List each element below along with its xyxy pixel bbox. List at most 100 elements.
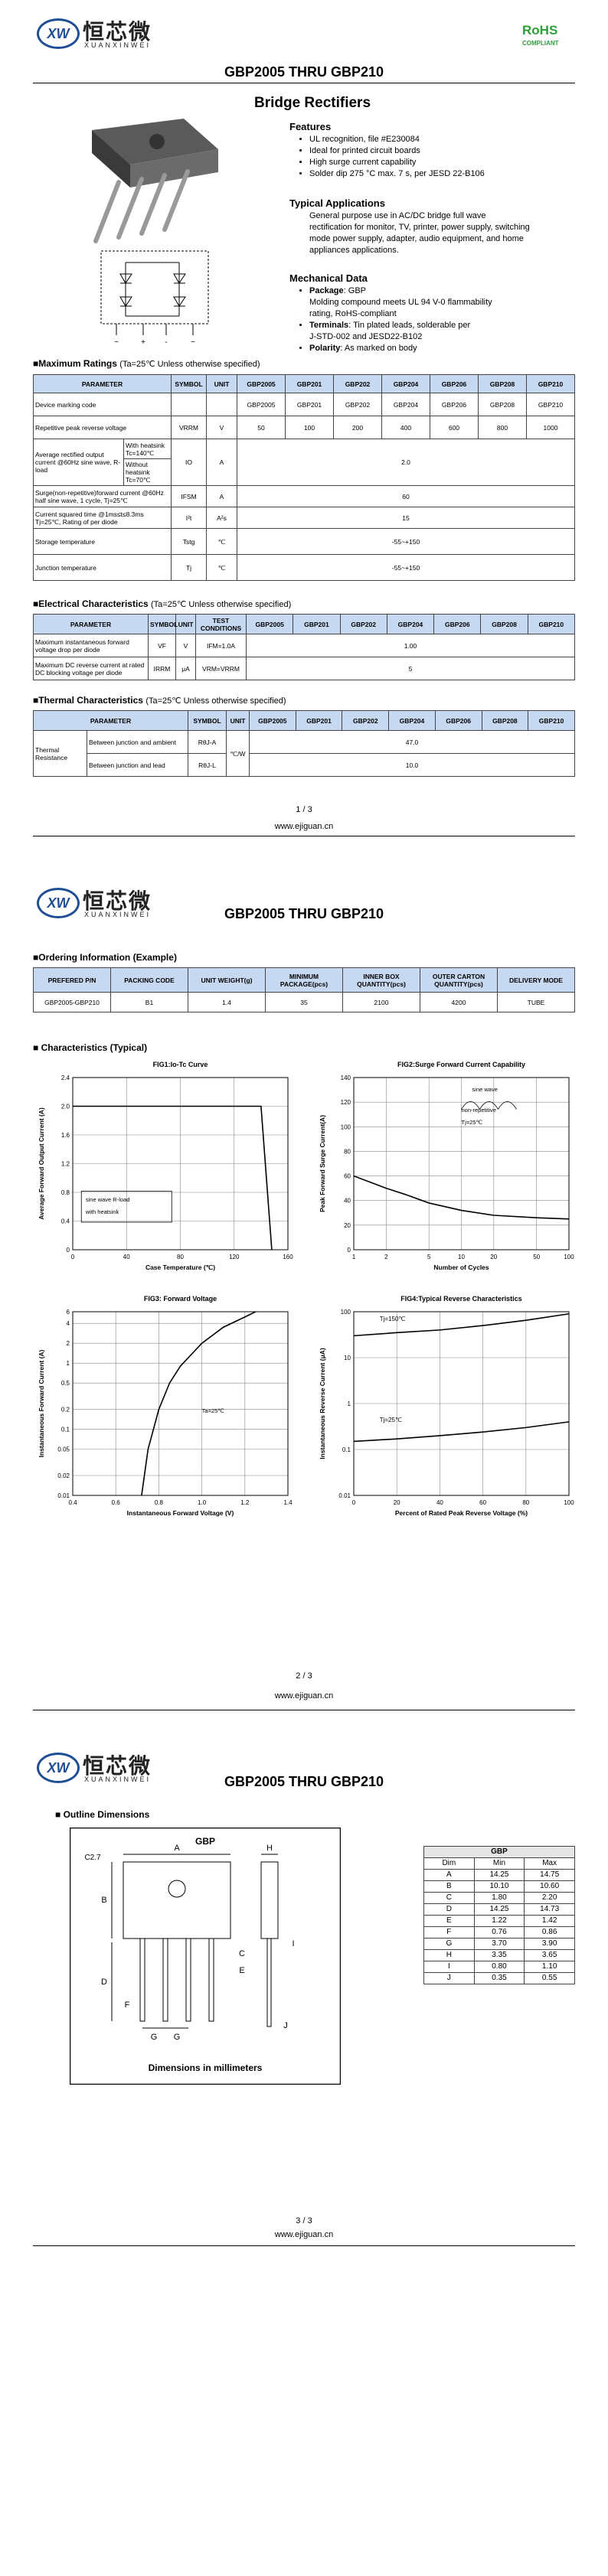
heading-cond: (Ta=25℃ Unless otherwise specified) <box>151 600 292 609</box>
table-cell: V <box>206 416 237 439</box>
table-header: GBP202 <box>342 710 390 731</box>
section-heading: ■Ordering Information (Example) <box>33 952 177 963</box>
section-title: Mechanical Data <box>289 272 368 284</box>
product-image <box>92 119 218 243</box>
dim-row: I 0.80 1.10 <box>423 1961 575 1973</box>
dim-label: G <box>151 2033 158 2042</box>
table-cell: IFM=1.0A <box>195 634 247 657</box>
mech-line: J-STD-002 and JESD22-B102 <box>289 331 580 343</box>
table-cell: GBP202 <box>333 393 382 416</box>
table-row: Dim Min Max <box>423 1857 575 1870</box>
table-header: GBP <box>423 1846 575 1858</box>
table-cell: Maximum DC reverse current at rated DC b… <box>33 657 149 680</box>
x-tick-label: 60 <box>479 1499 486 1506</box>
chart-title: FIG2:Surge Forward Current Capability <box>397 1061 525 1068</box>
table-cell: μA <box>175 657 196 680</box>
table-row: Maximum instantaneous forward voltage dr… <box>33 634 575 657</box>
table-cell: ℃ <box>206 528 237 555</box>
table-header: GBP208 <box>480 614 528 634</box>
doc-title: GBP2005 THRU GBP210 <box>224 64 384 80</box>
table-header: UNIT <box>175 614 196 634</box>
mech-text: rating, RoHS-compliant <box>309 309 397 318</box>
mech-text: : GBP <box>343 286 366 295</box>
dim-label: G <box>174 2033 181 2042</box>
feature-item: High surge current capability <box>309 157 580 168</box>
y-tick-label: 1.6 <box>61 1132 70 1139</box>
y-tick-label: 1.2 <box>61 1161 70 1168</box>
table-header: GBP206 <box>430 374 479 393</box>
feature-item: Ideal for printed circuit boards <box>309 145 580 157</box>
y-tick-label: 6 <box>67 1309 70 1316</box>
table-cell: ℃/W <box>226 730 250 777</box>
table-cell: I²t <box>171 507 207 529</box>
heading-text: ■Maximum Ratings <box>33 358 117 369</box>
dim-cell: 0.80 <box>473 1961 525 1973</box>
table-cell: 2100 <box>342 992 420 1012</box>
heading-cond: (Ta=25℃ Unless otherwise specified) <box>119 360 260 369</box>
circuit-label: ~ <box>191 338 195 347</box>
circuit-label: + <box>141 338 145 347</box>
mech-text: J-STD-002 and JESD22-B102 <box>309 332 423 341</box>
dim-cell: 0.76 <box>473 1926 525 1939</box>
section-title: Features <box>289 121 332 132</box>
dim-cell: A <box>423 1869 475 1881</box>
table-cell: VRRM <box>171 416 207 439</box>
table-row: GBP2005-GBP210 B1 1.4 35 2100 4200 TUBE <box>33 992 575 1012</box>
section-heading: ■Maximum Ratings (Ta=25℃ Unless otherwis… <box>33 358 260 369</box>
table-cell: A <box>206 439 237 486</box>
table-header: PARAMETER <box>33 614 149 634</box>
chart: FIG3: Forward Voltage 0.01 0.02 0.05 0.1 0.2 0… <box>38 1295 293 1517</box>
y-tick-label: 0.4 <box>61 1218 70 1225</box>
features: Features UL recognition, file #E230084Id… <box>289 121 580 180</box>
mech-text: : Tin plated leads, solderable per <box>348 321 471 330</box>
applications: Typical Applications General purpose use… <box>289 197 580 256</box>
data-line <box>353 1175 570 1220</box>
x-tick-label: 40 <box>436 1499 443 1506</box>
y-tick-label: 0.2 <box>61 1407 70 1414</box>
dim-cell: 1.22 <box>473 1915 525 1927</box>
table-row: Repetitive peak reverse voltage VRRM V 50 10… <box>33 416 575 439</box>
table-row: GBP <box>423 1846 575 1858</box>
table-cell: 10.0 <box>249 753 575 777</box>
table-cell: GBP208 <box>478 393 527 416</box>
table-cell: -55~+150 <box>237 554 575 581</box>
dim-cell: 2.20 <box>524 1892 575 1904</box>
max-ratings-table: PARAMETER SYMBOL UNIT GBP2005 GBP201 GBP202 GB… <box>33 374 575 581</box>
outline-drawing: GBP A C2.7 B C D E F G G H I J Dimension… <box>70 1828 341 2085</box>
table-cell: RθJ-A <box>188 730 227 754</box>
mech-line: rating, RoHS-compliant <box>289 308 580 320</box>
table-cell: 4200 <box>420 992 498 1012</box>
mech-line: Terminals: Tin plated leads, solderable … <box>309 320 580 331</box>
footer-url: www.ejiguan.cn <box>274 2230 334 2239</box>
table-cell: GBP2005 <box>237 393 286 416</box>
dim-row: J 0.35 0.55 <box>423 1972 575 1984</box>
inset-wave <box>461 1101 517 1110</box>
doc-title: GBP2005 THRU GBP210 <box>224 906 384 921</box>
section-heading: ■ Outline Dimensions <box>55 1809 150 1820</box>
table-cell: VF <box>148 634 176 657</box>
y-tick-label: 2 <box>67 1340 70 1347</box>
table-header: OUTER CARTON QUANTITY(pcs) <box>420 967 498 993</box>
table-cell: 800 <box>478 416 527 439</box>
x-tick-label: 5 <box>427 1254 431 1260</box>
dim-cell: 1.42 <box>524 1915 575 1927</box>
dim-cell: 10.60 <box>524 1880 575 1893</box>
y-axis-label: Peak Forward Surge Current(A) <box>319 1115 326 1212</box>
dim-label: C2.7 <box>84 1854 101 1862</box>
table-cell: 2.0 <box>237 439 575 486</box>
dimension-table: GBP Dim Min Max A 14.25 14.75 B 10.10 10.60 C 1.8… <box>423 1846 575 1984</box>
dim-row: A 14.25 14.75 <box>423 1869 575 1881</box>
table-cell: ℃ <box>206 554 237 581</box>
dim-row: G 3.70 3.90 <box>423 1938 575 1950</box>
chart-title: FIG4:Typical Reverse Characteristics <box>400 1295 521 1303</box>
x-tick-label: 160 <box>283 1254 293 1260</box>
table-header: SYMBOL <box>188 710 227 731</box>
table-cell: -55~+150 <box>237 528 575 555</box>
dim-label: I <box>292 1939 294 1948</box>
x-tick-label: 40 <box>123 1254 130 1260</box>
x-tick-label: 1.2 <box>240 1499 250 1506</box>
heading-cond: (Ta=25℃ Unless otherwise specified) <box>145 696 286 706</box>
dim-cell: E <box>423 1915 475 1927</box>
table-row: Current squared time @1ms≤t≤8.3ms Tj=25℃… <box>33 507 575 529</box>
table-header: PACKING CODE <box>110 967 188 993</box>
